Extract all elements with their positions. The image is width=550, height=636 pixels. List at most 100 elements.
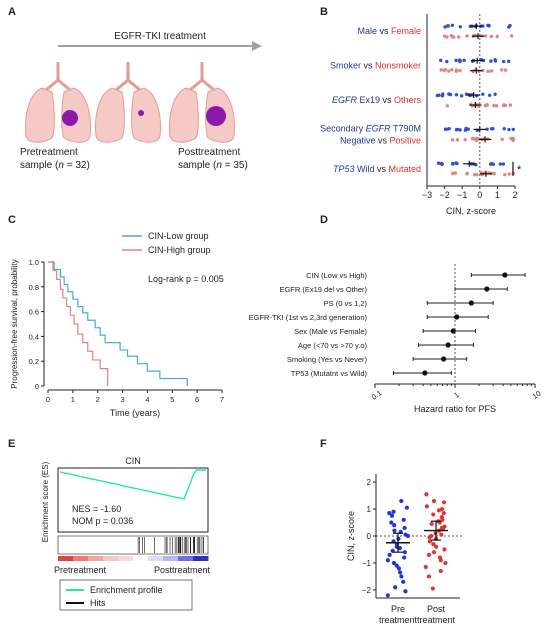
data-point xyxy=(492,171,496,176)
data-point xyxy=(491,162,496,166)
y-axis-label: CIN, z-score xyxy=(346,511,356,561)
data-point xyxy=(462,58,466,63)
data-point xyxy=(431,541,436,547)
data-point xyxy=(434,544,439,549)
data-point xyxy=(397,546,402,551)
data-point xyxy=(402,555,407,560)
data-point xyxy=(427,539,432,544)
comparison-label: EGFR Ex19 vs Others xyxy=(332,95,422,105)
survival-curve xyxy=(48,261,109,386)
hazard-ratio-point xyxy=(484,286,490,292)
y-axis-label: Progression-free survival, probability xyxy=(10,259,19,388)
hazard-ratio-point xyxy=(502,272,508,278)
comparison-label-part: Others xyxy=(394,95,422,105)
hazard-ratio-point xyxy=(468,300,474,306)
gsea-legend-box xyxy=(59,579,193,611)
data-point xyxy=(511,138,515,142)
data-point xyxy=(472,173,477,177)
data-point xyxy=(455,161,459,166)
gsea-frame xyxy=(57,467,209,533)
data-point xyxy=(439,532,444,537)
rank-gradient-cell xyxy=(118,556,134,561)
data-point xyxy=(500,137,504,142)
y-tick-label: −2 xyxy=(362,586,372,595)
data-point xyxy=(436,508,442,513)
x-tick-label: 1 xyxy=(452,390,461,400)
x-tick-label: −2 xyxy=(439,190,449,200)
data-point xyxy=(424,504,429,509)
nom-annotation: NOM p = 0.036 xyxy=(72,516,133,526)
data-point xyxy=(423,564,428,570)
rank-gradient-cell xyxy=(178,556,194,561)
forest-row-label: EGFR-TKI (1st vs 2,3rd generation) xyxy=(249,313,368,322)
data-point xyxy=(492,103,496,108)
left-label: Pretreatment xyxy=(54,565,107,575)
data-point xyxy=(429,521,434,526)
data-point xyxy=(486,69,490,74)
data-point xyxy=(483,34,488,38)
data-point xyxy=(495,34,499,39)
data-point xyxy=(502,127,506,131)
data-point xyxy=(446,24,450,28)
data-point xyxy=(431,550,437,555)
y-tick-label: 0.6 xyxy=(29,308,39,317)
data-point xyxy=(509,34,514,38)
data-point xyxy=(464,92,469,96)
tumor-icon xyxy=(138,110,144,116)
data-point xyxy=(451,162,455,166)
y-axis-label: Enrichment score (ES) xyxy=(41,461,50,542)
y-tick-label: 1.0 xyxy=(29,258,39,267)
pre-label-line1: Pretreatment xyxy=(20,147,78,158)
data-point xyxy=(481,68,485,73)
category-label: Post xyxy=(427,604,446,614)
data-point xyxy=(481,58,486,63)
panel-letter-f: F xyxy=(320,438,327,450)
nes-annotation: NES = -1.60 xyxy=(72,504,121,514)
data-point xyxy=(449,33,453,38)
data-point xyxy=(493,59,498,63)
panel-letter-b: B xyxy=(320,6,328,18)
pre-label-line2: sample (n = 32) xyxy=(20,160,90,171)
comparison-label-part: Ex19 xyxy=(357,95,380,105)
data-point xyxy=(431,498,437,504)
data-point xyxy=(426,574,432,579)
forest-row-label: Age (<70 vs >70 y.o) xyxy=(298,341,368,350)
comparison-label-part: T790M xyxy=(391,123,421,133)
x-axis-label: Time (years) xyxy=(110,408,160,418)
x-tick-label: 1 xyxy=(495,190,500,200)
data-point xyxy=(389,513,395,518)
data-point xyxy=(454,93,459,97)
data-point xyxy=(498,162,503,166)
data-point xyxy=(488,162,493,166)
data-point xyxy=(463,128,468,132)
data-point xyxy=(508,23,512,28)
forest-row-label: EGFR (Ex19 del vs Other) xyxy=(279,285,367,294)
comparison-label-part: vs xyxy=(361,61,375,71)
data-point xyxy=(439,58,443,63)
tumor-icon xyxy=(206,106,226,126)
panel-letter-a: A xyxy=(8,6,16,18)
legend-label: CIN-High group xyxy=(148,245,211,255)
data-point xyxy=(511,127,515,132)
data-point xyxy=(391,509,396,514)
data-point xyxy=(437,93,441,97)
data-point xyxy=(441,500,447,505)
hazard-ratio-point xyxy=(450,328,456,334)
comparison-label-part: Smoker xyxy=(330,61,361,71)
data-point xyxy=(463,137,467,142)
data-point xyxy=(443,560,448,566)
data-point xyxy=(401,517,406,522)
data-point xyxy=(442,34,447,38)
survival-curve xyxy=(48,261,188,386)
data-point xyxy=(491,127,495,131)
data-point xyxy=(507,172,511,176)
significance-label: * xyxy=(517,164,522,176)
y-tick-label: 0.8 xyxy=(29,283,39,292)
data-point xyxy=(489,59,493,63)
forest-row-label: Smoking (Yes vs Never) xyxy=(287,355,368,364)
comparison-label: Smoker vs Nonsmoker xyxy=(330,61,421,71)
data-point xyxy=(454,128,459,132)
